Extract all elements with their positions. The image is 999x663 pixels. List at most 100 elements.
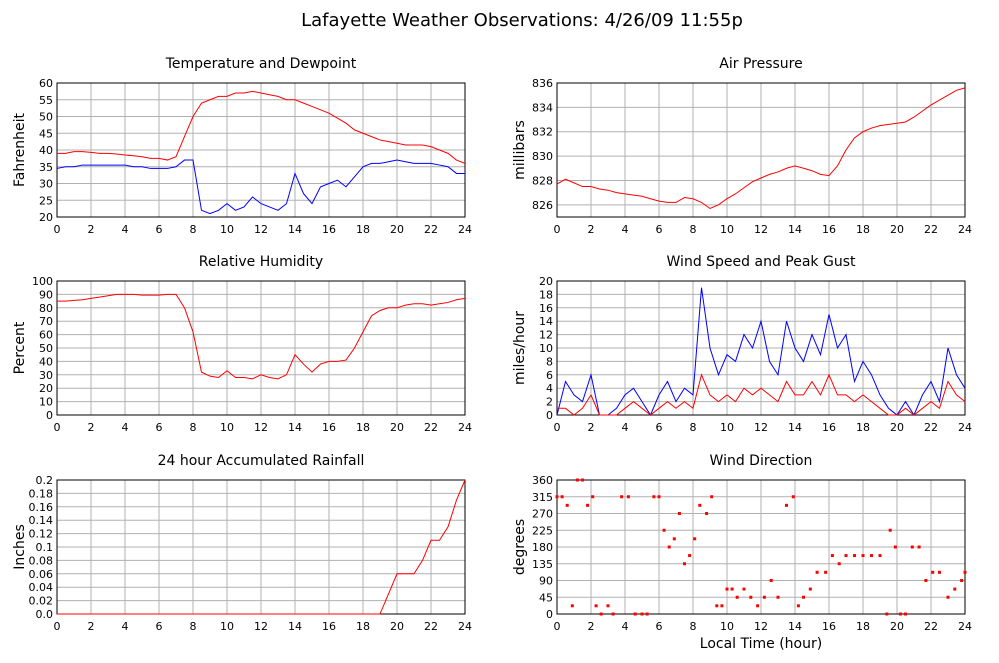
x-tick-label: 24	[958, 620, 972, 633]
x-tick-label: 2	[88, 223, 95, 236]
x-tick-label: 2	[588, 620, 595, 633]
data-point	[683, 562, 686, 566]
x-tick-label: 20	[390, 223, 404, 236]
chart-title: Temperature and Dewpoint	[165, 56, 357, 72]
y-tick-label: 0.1	[36, 541, 54, 554]
data-point	[815, 570, 819, 574]
y-tick-label: 70	[39, 315, 53, 328]
data-point	[769, 579, 773, 582]
x-tick-label: 0	[54, 620, 61, 633]
y-tick-label: 0.18	[29, 487, 54, 500]
y-tick-label: 0.04	[29, 581, 54, 594]
x-tick-label: 2	[88, 620, 95, 633]
x-tick-label: 22	[924, 421, 938, 434]
y-tick-label: 0.0	[36, 608, 54, 621]
x-tick-label: 18	[356, 223, 370, 236]
y-tick-label: 834	[532, 101, 553, 114]
y-tick-label: 16	[539, 302, 553, 315]
x-tick-label: 20	[390, 620, 404, 633]
y-tick-label: 0	[546, 409, 553, 422]
y-tick-label: 90	[39, 288, 53, 301]
data-point	[565, 503, 569, 507]
data-point	[591, 495, 595, 499]
x-tick-label: 14	[288, 620, 302, 633]
y-tick-label: 832	[532, 126, 553, 139]
data-point	[830, 554, 834, 558]
data-point	[606, 604, 610, 608]
y-tick-label: 836	[532, 77, 553, 90]
y-tick-label: 10	[539, 342, 553, 355]
x-tick-label: 18	[856, 223, 870, 236]
y-tick-label: 55	[39, 94, 53, 107]
data-point	[599, 612, 603, 616]
data-line	[557, 373, 966, 416]
x-tick-label: 8	[690, 421, 697, 434]
data-point	[633, 612, 637, 616]
x-tick-label: 18	[856, 620, 870, 633]
data-point	[667, 545, 671, 549]
x-tick-label: 20	[890, 223, 904, 236]
data-point	[735, 595, 739, 599]
y-tick-label: 60	[39, 77, 53, 90]
y-tick-label: 14	[539, 315, 553, 328]
y-tick-label: 315	[532, 491, 553, 504]
data-point	[620, 495, 624, 499]
y-axis-label: Inches	[12, 524, 28, 569]
x-tick-label: 14	[788, 620, 802, 633]
y-tick-label: 12	[539, 329, 553, 342]
data-point	[626, 495, 630, 499]
data-point	[730, 587, 734, 591]
y-tick-label: 360	[532, 474, 553, 487]
x-tick-label: 12	[754, 421, 768, 434]
x-tick-label: 10	[220, 223, 234, 236]
plot-frame	[556, 82, 966, 218]
data-point	[715, 604, 719, 608]
y-tick-label: 18	[539, 288, 553, 301]
data-point	[963, 570, 967, 574]
data-point	[785, 503, 788, 507]
data-point	[762, 595, 766, 599]
x-tick-label: 0	[54, 421, 61, 434]
y-tick-label: 45	[39, 127, 53, 140]
y-tick-label: 40	[39, 144, 53, 157]
data-point	[581, 478, 584, 482]
data-point	[555, 495, 559, 499]
data-point	[611, 612, 615, 616]
data-point	[720, 604, 724, 608]
data-point	[898, 612, 902, 616]
data-point	[756, 604, 760, 608]
y-tick-label: 25	[39, 194, 53, 207]
x-tick-label: 4	[622, 421, 629, 434]
x-tick-label: 16	[822, 620, 836, 633]
data-point	[802, 595, 805, 599]
data-point	[893, 545, 897, 549]
data-point	[776, 595, 780, 599]
y-tick-label: 4	[546, 382, 553, 395]
x-tick-label: 24	[958, 421, 972, 434]
y-tick-label: 90	[539, 575, 553, 588]
data-point	[946, 595, 950, 599]
y-tick-label: 40	[39, 355, 53, 368]
x-tick-label: 14	[288, 421, 302, 434]
y-tick-label: 45	[539, 591, 553, 604]
x-tick-label: 2	[88, 421, 95, 434]
chart-title: Wind Direction	[710, 453, 813, 469]
x-tick-label: 8	[190, 620, 197, 633]
y-tick-label: 35	[39, 161, 53, 174]
x-tick-label: 4	[622, 620, 629, 633]
x-tick-label: 4	[122, 223, 129, 236]
y-tick-label: 50	[39, 111, 53, 124]
data-point	[938, 570, 941, 574]
x-tick-label: 10	[720, 421, 734, 434]
x-tick-label: 12	[754, 223, 768, 236]
data-line	[57, 479, 466, 615]
x-tick-label: 4	[622, 223, 629, 236]
x-tick-label: 8	[690, 620, 697, 633]
y-tick-label: 270	[532, 508, 553, 521]
y-axis-label: miles/hour	[512, 311, 528, 385]
x-tick-label: 2	[588, 421, 595, 434]
data-point	[870, 554, 873, 558]
x-tick-label: 12	[254, 620, 268, 633]
data-point	[791, 495, 795, 499]
plot-frame	[556, 479, 966, 615]
